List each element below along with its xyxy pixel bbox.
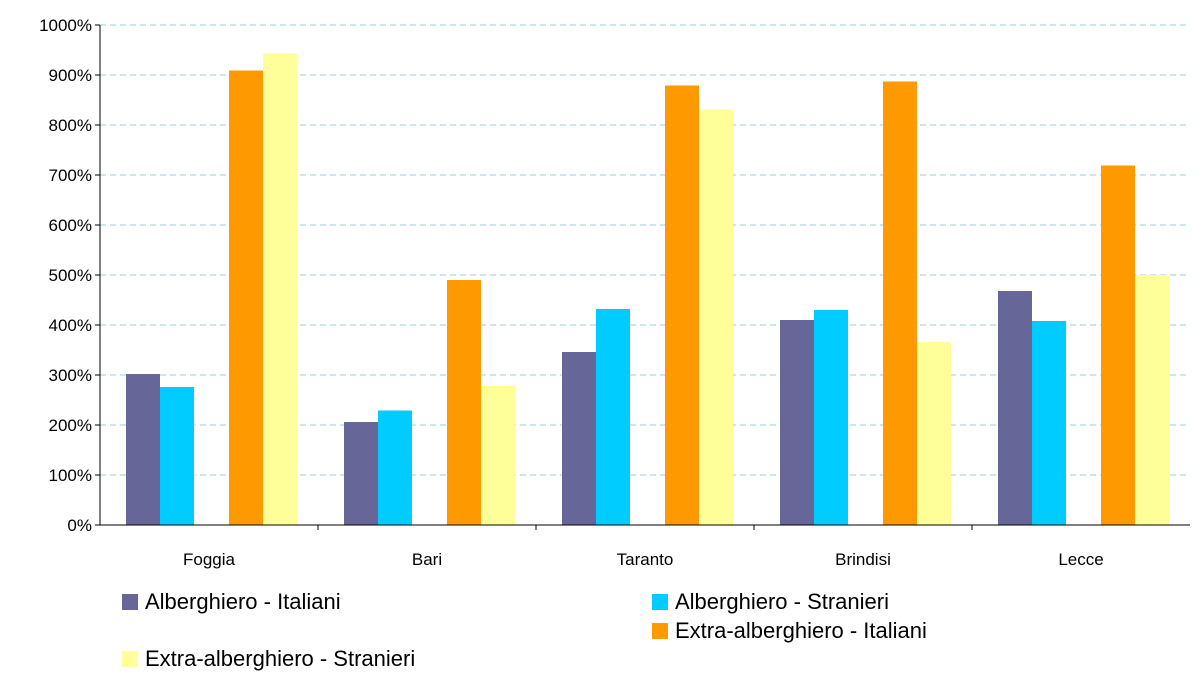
- x-tick-label: Brindisi: [835, 550, 891, 569]
- y-tick-label: 400%: [49, 316, 92, 335]
- x-tick-label: Lecce: [1058, 550, 1103, 569]
- bar: [1135, 275, 1169, 525]
- x-axis-ticks: Foggia Bari Taranto Brindisi Lecce: [183, 525, 1104, 569]
- y-tick-label: 600%: [49, 216, 92, 235]
- bar: [126, 374, 160, 525]
- x-tick-label: Foggia: [183, 550, 236, 569]
- y-tick-label: 1000%: [39, 16, 92, 35]
- bar: [699, 109, 733, 525]
- bar: [160, 387, 194, 525]
- bar: [665, 85, 699, 525]
- bar: [780, 320, 814, 525]
- bar: [229, 70, 263, 525]
- x-tick-label: Taranto: [617, 550, 674, 569]
- y-axis-ticks: 0% 100% 200% 300% 400% 500% 600% 700% 800% 900% 10…: [39, 16, 100, 535]
- bar: [263, 53, 297, 525]
- bar: [447, 280, 481, 525]
- bar: [1101, 165, 1135, 525]
- y-tick-label: 900%: [49, 66, 92, 85]
- bar: [596, 309, 630, 525]
- bar: [883, 81, 917, 525]
- bar: [1032, 321, 1066, 525]
- bar: [378, 410, 412, 525]
- bar: [344, 422, 378, 525]
- y-tick-label: 0%: [67, 516, 92, 535]
- bar: [917, 342, 951, 525]
- bar: [998, 291, 1032, 525]
- bar: [481, 386, 515, 525]
- y-tick-label: 500%: [49, 266, 92, 285]
- bar: [814, 310, 848, 525]
- y-tick-label: 300%: [49, 366, 92, 385]
- y-tick-label: 800%: [49, 116, 92, 135]
- y-tick-label: 100%: [49, 466, 92, 485]
- bars: [126, 53, 1169, 525]
- y-tick-label: 700%: [49, 166, 92, 185]
- bar: [562, 352, 596, 525]
- y-tick-label: 200%: [49, 416, 92, 435]
- x-tick-label: Bari: [412, 550, 442, 569]
